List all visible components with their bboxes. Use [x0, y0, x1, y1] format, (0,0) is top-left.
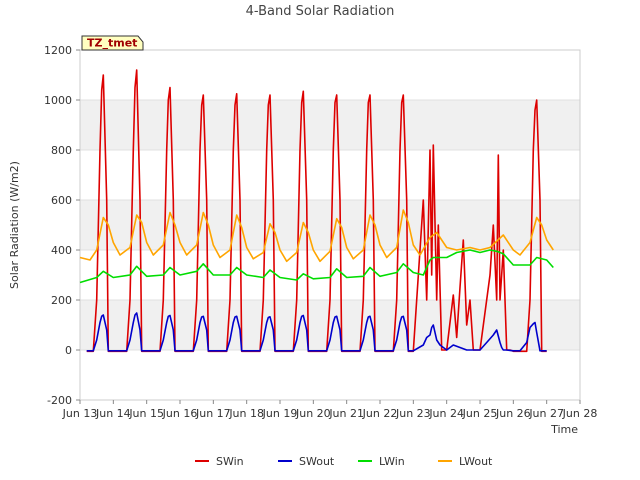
x-tick-label: Jun 18 — [228, 407, 264, 420]
series-layer — [79, 69, 554, 353]
y-tick-label: 0 — [65, 344, 72, 357]
grid-bands — [80, 49, 580, 401]
series-line-lwin — [79, 249, 554, 284]
y-tick-label: 400 — [51, 244, 72, 257]
x-tick-label: Jun 14 — [95, 407, 131, 420]
x-tick-label: Jun 19 — [262, 407, 298, 420]
legend: SWin SWout LWin LWout — [195, 455, 493, 468]
site-tag: TZ_tmet — [81, 35, 144, 51]
x-tick-label: Jun 20 — [295, 407, 331, 420]
x-tick-label: Jun 26 — [495, 407, 531, 420]
legend-label: SWout — [299, 455, 335, 468]
y-tick-label: 200 — [51, 294, 72, 307]
x-tick-label: Jun 27 — [528, 407, 564, 420]
y-tick-label: 1200 — [44, 44, 72, 57]
site-tag-label: TZ_tmet — [87, 37, 137, 50]
grid-band — [80, 100, 580, 150]
y-tick-label: 600 — [51, 194, 72, 207]
x-tick-label: Jun 17 — [195, 407, 231, 420]
x-tick-label: Jun 13 — [62, 407, 98, 420]
x-tick-label: Jun 23 — [395, 407, 431, 420]
legend-label: LWout — [459, 455, 493, 468]
x-tick-label: Jun 25 — [462, 407, 498, 420]
series-line-swout — [86, 312, 547, 352]
chart-title: 4-Band Solar Radiation — [246, 4, 395, 19]
x-tick-label: Jun 28 — [562, 407, 598, 420]
x-tick-label: Jun 22 — [362, 407, 398, 420]
x-tick-label: Jun 15 — [128, 407, 164, 420]
y-tick-label: 800 — [51, 144, 72, 157]
y-axis-label: Solar Radiation (W/m2) — [8, 161, 21, 289]
x-tick-label: Jun 16 — [162, 407, 198, 420]
series-line-lwout — [79, 209, 554, 263]
plot-frame — [79, 49, 581, 401]
legend-label: SWin — [216, 455, 244, 468]
y-tick-label: -200 — [47, 394, 72, 407]
x-axis-label: Time — [550, 423, 578, 436]
grid-band — [80, 200, 580, 250]
x-tick-label: Jun 21 — [328, 407, 364, 420]
legend-label: LWin — [379, 455, 405, 468]
y-axis-ticks: -200 0 200 400 600 800 1000 1200 — [44, 44, 80, 407]
y-tick-label: 1000 — [44, 94, 72, 107]
x-tick-label: Jun 24 — [428, 407, 464, 420]
site-tag-box — [81, 35, 144, 51]
